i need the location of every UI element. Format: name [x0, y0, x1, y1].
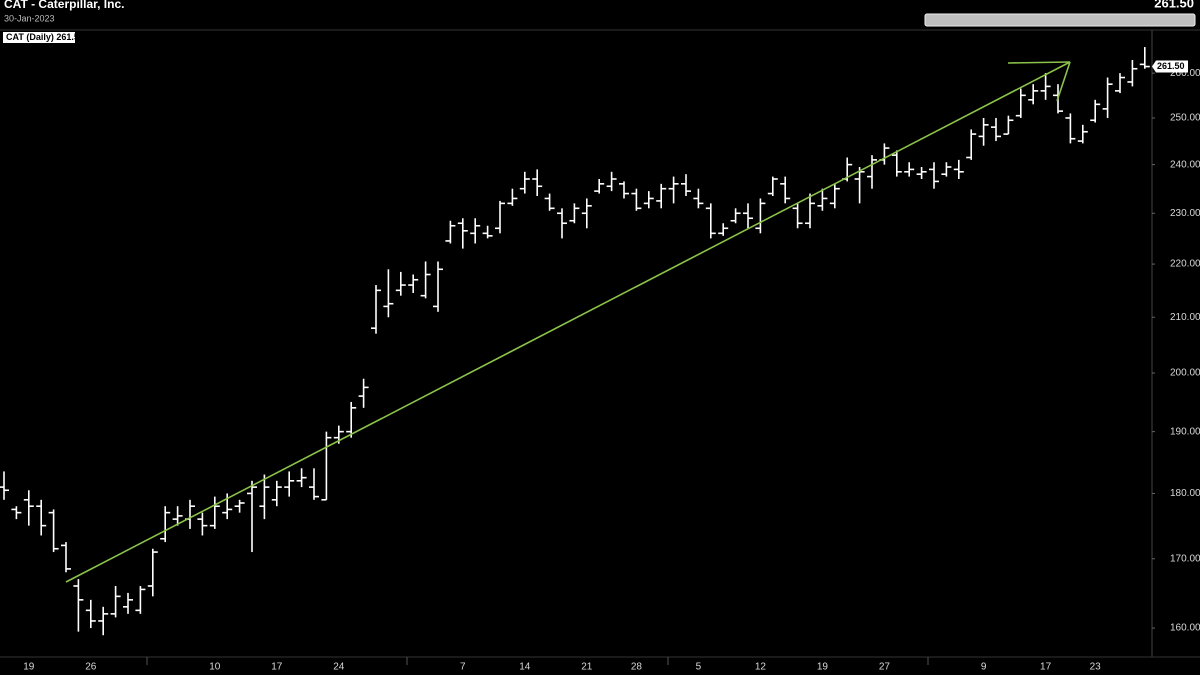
x-tick-label: 21 — [581, 662, 593, 673]
x-tick-label: 19 — [23, 662, 35, 673]
chart-title: CAT - Caterpillar, Inc. — [4, 0, 124, 11]
progress-bar — [924, 13, 1196, 27]
x-tick-label: 24 — [333, 662, 345, 673]
y-tick-label: 250.00 — [1170, 113, 1200, 124]
legend: CAT (Daily) 261.50 — [3, 32, 84, 43]
x-tick-label: 17 — [1040, 662, 1052, 673]
y-tick-label: 190.00 — [1170, 426, 1200, 437]
plot — [0, 47, 1150, 636]
legend-box — [3, 32, 75, 43]
x-tick-label: 7 — [460, 662, 466, 673]
x-tick-label: 28 — [631, 662, 643, 673]
x-tick-label: 23 — [1090, 662, 1102, 673]
x-tick-label: 26 — [85, 662, 97, 673]
x-tick-label: 14 — [519, 662, 531, 673]
price-tag-label: 261.50 — [1157, 61, 1185, 71]
header-price: 261.50 — [1154, 0, 1194, 10]
x-tick-label: 27 — [879, 662, 891, 673]
x-tick-label: 5 — [696, 662, 702, 673]
trend-line — [65, 61, 1071, 583]
y-tick-label: 170.00 — [1170, 553, 1200, 564]
arrow-head — [1007, 61, 1071, 64]
chart-subtitle: 30-Jan-2023 — [4, 13, 55, 23]
x-tick-label: 10 — [209, 662, 221, 673]
y-tick-label: 210.00 — [1170, 312, 1200, 323]
x-tick-label: 17 — [271, 662, 283, 673]
y-tick-label: 200.00 — [1170, 368, 1200, 379]
y-tick-label: 220.00 — [1170, 259, 1200, 270]
x-tick-label: 19 — [817, 662, 829, 673]
price-tag — [1152, 60, 1188, 73]
y-tick-label: 230.00 — [1170, 208, 1200, 219]
legend-label: CAT (Daily) 261.50 — [6, 32, 84, 42]
y-tick-label: 260.00 — [1170, 68, 1200, 79]
month-separators — [146, 657, 929, 665]
trend-arrow — [65, 61, 1071, 583]
arrow-head — [1056, 61, 1071, 102]
x-tick-label: 9 — [981, 662, 987, 673]
legend-series: CAT (Daily) — [6, 32, 54, 42]
y-tick-label: 240.00 — [1170, 159, 1200, 170]
y-tick-label: 160.00 — [1170, 623, 1200, 634]
x-tick-label: 12 — [755, 662, 767, 673]
y-tick-label: 180.00 — [1170, 488, 1200, 499]
legend-price: 261.50 — [56, 32, 84, 42]
